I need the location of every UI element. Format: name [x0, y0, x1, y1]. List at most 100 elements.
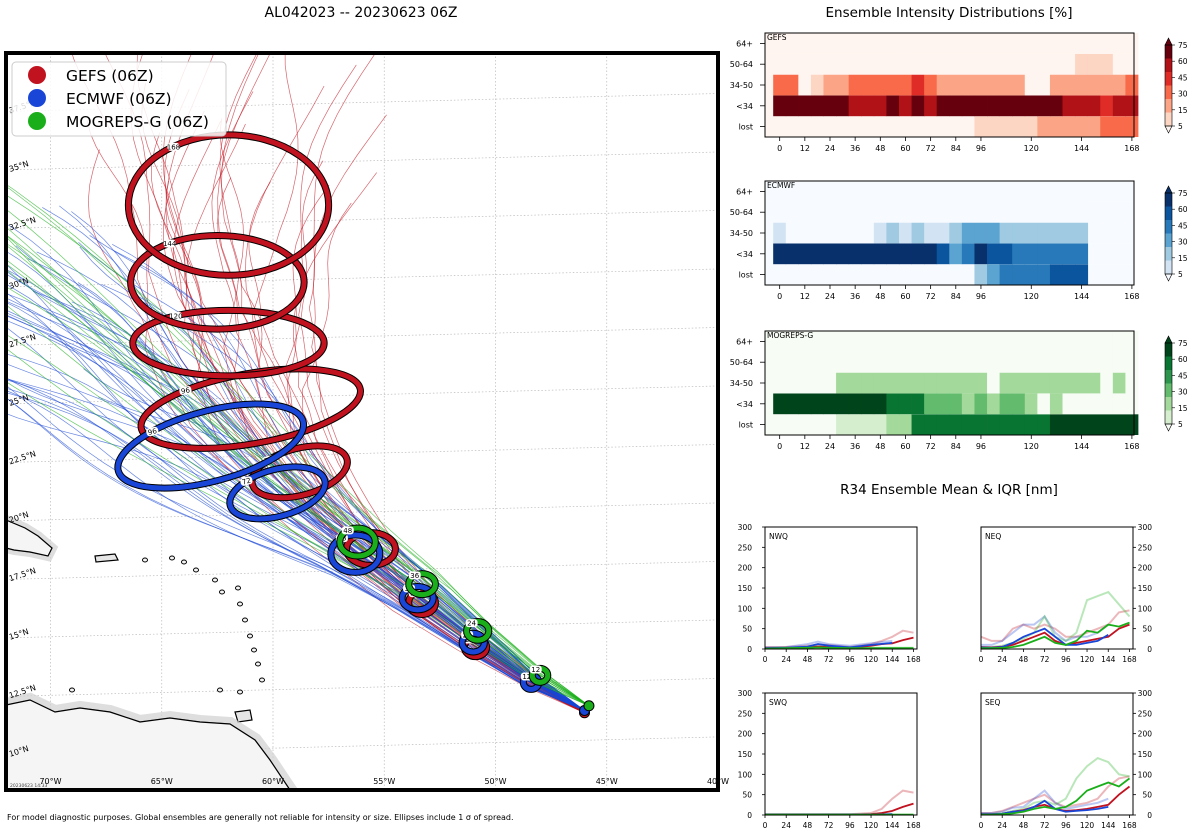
heatmap-cell — [949, 264, 963, 285]
r34-quadrant-label: NEQ — [985, 532, 1001, 541]
map-footnote: For model diagnostic purposes. Global en… — [7, 813, 514, 822]
heatmap-row-label: 34-50 — [730, 229, 753, 238]
heatmap-cell — [987, 222, 1001, 244]
r34-ytick-label: 100 — [1138, 604, 1153, 613]
member-track — [6, 259, 590, 707]
colorbar-tick-label: 60 — [1178, 57, 1188, 66]
heatmap-cell — [1049, 331, 1063, 352]
heatmap-cell — [1062, 222, 1076, 244]
heatmap-xtick-label: 48 — [875, 292, 885, 301]
colorbar-frame — [1164, 44, 1173, 127]
ellipse-ring — [459, 630, 487, 655]
heatmap-cell — [1100, 414, 1114, 435]
heatmap-cell — [836, 243, 850, 265]
heatmap-cell — [898, 222, 912, 244]
heatmap-cell — [1087, 53, 1101, 75]
heatmap-cell — [1087, 331, 1101, 352]
r34-panel: NEQ 0 24 48 72 96 120 144 168 0 50 100 150 200 250 300 — [979, 523, 1153, 664]
heatmap-cell — [798, 95, 812, 117]
heatmap-cell — [949, 116, 963, 137]
member-track — [6, 194, 590, 707]
heatmap-cell — [1112, 372, 1126, 394]
colorbar-tick-label: 45 — [1178, 371, 1188, 380]
r34-iqr-line — [981, 789, 1109, 814]
heatmap-cell — [873, 243, 887, 265]
heatmap-cell — [898, 95, 912, 117]
heatmap-cell — [886, 372, 900, 394]
heatmap-cell — [861, 95, 875, 117]
heatmap-cell — [898, 331, 912, 352]
island — [251, 647, 257, 653]
member-track — [6, 392, 585, 711]
heatmap-xtick-label: 96 — [976, 442, 986, 451]
heatmap-cell — [861, 351, 875, 373]
colorbar-tick-label: 5 — [1178, 122, 1183, 131]
heatmap-xtick-label: 36 — [850, 292, 860, 301]
heatmap-cell — [974, 201, 988, 223]
ellipse-hour-label: 96 — [180, 386, 191, 396]
heatmap-cell — [886, 414, 900, 435]
heatmap-cell — [974, 243, 988, 265]
heatmap-cell — [924, 74, 938, 96]
map-legend[interactable]: GEFS (06Z) ECMWF (06Z) MOGREPS-G (06Z) — [11, 61, 227, 137]
heatmap-cell — [1125, 95, 1139, 117]
heatmap-cell — [1087, 33, 1101, 54]
heatmap-cell — [785, 74, 799, 96]
heatmap-xtick-label: 144 — [1074, 144, 1089, 153]
r34-xtick-label: 120 — [1080, 821, 1095, 830]
r34-xtick-label: 24 — [997, 821, 1007, 830]
ellipse-hour-label: 12 — [522, 673, 531, 681]
r34-quadrant-label: NWQ — [769, 532, 788, 541]
heatmap-xtick-label: 84 — [951, 442, 961, 451]
heatmap-cell — [1024, 116, 1038, 137]
colorbar-segment — [1165, 370, 1172, 384]
heatmap-cell — [974, 372, 988, 394]
heatmap-cell — [810, 243, 824, 265]
spread-ellipse: 120 — [129, 306, 328, 380]
heatmap-cell — [1112, 53, 1126, 75]
heatmap-cell — [861, 372, 875, 394]
heatmap-cell — [798, 53, 812, 75]
heatmap-cell — [848, 116, 862, 137]
r34-panel: SWQ 0 24 48 72 96 120 144 168 0 50 100 150 200 250 300 — [738, 689, 921, 830]
r34-panel-bg — [765, 693, 917, 815]
heatmap-cell — [1112, 414, 1126, 435]
r34-ytick-label: 200 — [1138, 564, 1153, 573]
heatmap-cell — [936, 116, 950, 137]
heatmap-cell — [1037, 264, 1051, 285]
ellipse-hour-label: 48 — [343, 527, 352, 535]
heatmap-cell — [1100, 95, 1114, 117]
heatmap-cell — [785, 201, 799, 223]
heatmap-xtick-label: 24 — [825, 144, 835, 153]
heatmap-cell — [1012, 331, 1026, 352]
heatmap-cell — [1012, 264, 1026, 285]
heatmap-cell — [1049, 74, 1063, 96]
heatmap-cell — [1062, 33, 1076, 54]
heatmap-cell — [911, 53, 925, 75]
heatmap-cell — [1037, 53, 1051, 75]
heatmap-cell — [848, 351, 862, 373]
heatmap-panel: lost <34 34-50 50-64 64+ MOGREPS-G 0 12 24 36 48 60… — [730, 330, 1188, 451]
heatmap-cell — [1062, 414, 1076, 435]
heatmap-cell — [987, 95, 1001, 117]
heatmap-cell — [823, 264, 837, 285]
heatmap-cell — [987, 351, 1001, 373]
heatmap-cell — [785, 264, 799, 285]
heatmap-cell — [798, 264, 812, 285]
r34-ytick-label: 0 — [1147, 645, 1152, 654]
heatmap-cell — [1024, 201, 1038, 223]
heatmap-cell — [861, 33, 875, 54]
map-title: AL042023 -- 20230623 06Z — [265, 5, 458, 21]
heatmap-cell — [1012, 95, 1026, 117]
heatmap-cell — [823, 33, 837, 54]
r34-xtick-label: 168 — [1122, 821, 1137, 830]
ellipse-hour-label: 12 — [531, 666, 540, 674]
heatmap-xtick-label: 24 — [825, 442, 835, 451]
colorbar-tick-label: 5 — [1178, 420, 1183, 429]
heatmap-cell — [911, 33, 925, 54]
r34-xtick-label: 168 — [906, 655, 921, 664]
heatmap-cell — [1075, 222, 1089, 244]
spread-ellipse: 144 — [127, 231, 308, 333]
r34-panel: NWQ 0 24 48 72 96 120 144 168 0 50 100 150 200 250 300 — [738, 523, 921, 664]
heatmap-xtick-label: 12 — [800, 442, 810, 451]
